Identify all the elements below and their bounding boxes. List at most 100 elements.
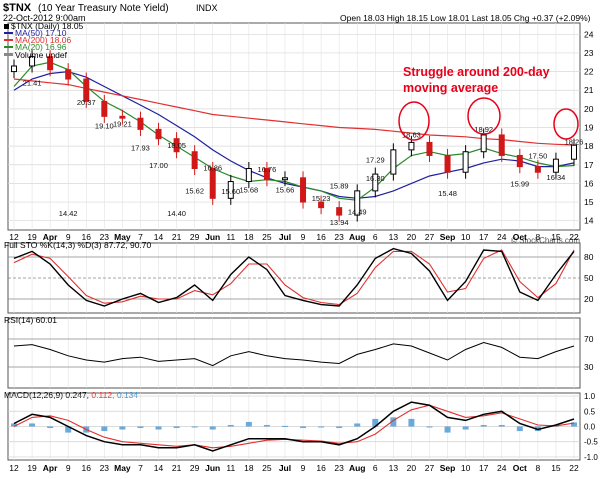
price-annotation: 15.68	[239, 185, 258, 194]
x-tick-label-top: Aug	[349, 232, 366, 242]
candle-body	[534, 166, 541, 173]
x-tick-label-top: 22	[569, 232, 579, 242]
x-tick-label-bottom: Aug	[349, 463, 366, 473]
macd-label-hist: 0.134	[117, 390, 139, 400]
x-tick-label-bottom: Jul	[279, 463, 291, 473]
macd-hist-bar	[516, 426, 523, 432]
macd-hist-bar	[426, 426, 433, 428]
candle-body	[65, 69, 72, 80]
candle-body	[11, 65, 17, 73]
x-tick-label-bottom: 23	[100, 463, 110, 473]
x-tick-label-top: 24	[497, 232, 507, 242]
candle-body	[29, 56, 36, 67]
x-tick-label-top: 16	[316, 232, 326, 242]
rsi-label: RSI(14) 60.01	[4, 315, 57, 325]
x-tick-label-top: 10	[461, 232, 471, 242]
header-symbol: $TNX	[3, 2, 32, 14]
sto-label: Full STO %K(14,3) %D(3) 87.72, 90.70	[4, 240, 152, 250]
price-axis: 24 23 22 21 20 19 18 17 16 15 14	[584, 29, 594, 225]
macd-hist-bar	[137, 426, 144, 429]
x-tick-label-top: 6	[373, 232, 378, 242]
macd-hist-bar	[571, 422, 577, 427]
candle-body	[552, 158, 559, 173]
macd-hist-bar	[444, 426, 451, 433]
macd-line	[13, 401, 575, 452]
header-quote: Open 18.03 High 18.15 Low 18.01 Last 18.…	[340, 13, 591, 23]
macd-hist-bar	[318, 426, 325, 428]
macd-label-prefix: MACD(12,26,9) 0.247,	[4, 390, 89, 400]
x-tick-label-bottom: 9	[66, 463, 71, 473]
macd-label: MACD(12,26,9) 0.247, 0.112, 0.134	[4, 390, 138, 400]
x-tick-label-top: 25	[262, 232, 272, 242]
x-tick-label-top: 27	[425, 232, 435, 242]
macd-hist-bar	[408, 418, 415, 427]
macd-hist-bar	[336, 426, 343, 429]
candle-body	[462, 151, 469, 173]
x-tick-label-bottom: 24	[497, 463, 507, 473]
price-annotation: 17.50	[528, 151, 547, 160]
x-tick-label-bottom: 29	[190, 463, 200, 473]
candle-body	[336, 207, 343, 216]
candle-body	[426, 141, 433, 156]
candle-body	[209, 168, 216, 199]
price-tick-label: 22	[584, 67, 594, 77]
macd-hist-bar	[173, 426, 180, 429]
x-tick-label-bottom: 21	[172, 463, 182, 473]
rsi-tick-label: 30	[584, 362, 594, 372]
candle-body	[516, 154, 523, 168]
price-annotation: 17.93	[131, 143, 150, 152]
price-tick-label: 18	[584, 141, 594, 151]
macd-hist-bar	[47, 426, 54, 429]
x-tick-label-bottom: 23	[334, 463, 344, 473]
price-tick-label: 14	[584, 216, 594, 226]
x-tick-label-top: 7	[138, 232, 143, 242]
price-tick-label: 21	[584, 85, 594, 95]
candle-body	[300, 177, 307, 203]
highlight-circle-aug	[398, 101, 430, 141]
x-tick-label-bottom: 14	[154, 463, 164, 473]
price-annotation: 19.10	[95, 122, 114, 131]
macd-hist-bar	[11, 423, 17, 427]
legend-ma20: MA(20) 16.96	[15, 42, 67, 52]
candle-body	[263, 168, 270, 181]
candle-body	[444, 154, 451, 173]
macd-hist-bar	[155, 426, 162, 430]
legend-main: $TNX (Daily) 18.05	[11, 21, 84, 31]
candle-body	[245, 168, 252, 183]
header-date: 22-Oct-2012 9:00am	[3, 13, 86, 23]
candle-body	[227, 181, 234, 199]
price-annotation: 15.89	[330, 181, 349, 190]
price-tick-label: 19	[584, 123, 594, 133]
macd-hist-bar	[191, 426, 198, 428]
x-tick-label-top: May	[114, 232, 131, 242]
price-annotation: 18.92	[474, 125, 493, 134]
x-axis-bottom: 12 19 Apr 9 16 23 May 7 14 21 29 Jun 11 18 25 Jul 9 16 23 A…	[9, 463, 579, 473]
header-exchange: INDX	[196, 3, 218, 13]
x-tick-label-bottom: 19	[27, 463, 37, 473]
macd-tick-label: -0.5	[584, 438, 598, 447]
candle-body	[83, 78, 90, 102]
header-name: (10 Year Treasury Note Yield)	[38, 3, 169, 14]
panel-frame	[7, 317, 581, 389]
x-tick-label-top: 11	[226, 232, 235, 242]
price-tick-label: 24	[584, 29, 594, 39]
price-legend: $TNX (Daily) 18.05 MA(50) 17.10 MA(200) …	[4, 21, 84, 60]
candle-body	[119, 115, 126, 119]
x-tick-label-top: 14	[154, 232, 164, 242]
macd-tick-label: 1.0	[584, 392, 596, 401]
macd-hist-bar	[354, 423, 361, 427]
x-tick-label-top: 23	[100, 232, 110, 242]
price-annotation: 19.21	[113, 120, 132, 129]
rsi-tick-label: 70	[584, 334, 594, 344]
x-tick-label-top: 15	[551, 232, 561, 242]
price-annotation: 17.29	[366, 155, 385, 164]
panel-frame	[7, 22, 581, 231]
x-tick-label-top: 9	[66, 232, 71, 242]
x-tick-label-bottom: 22	[569, 463, 579, 473]
x-tick-label-top: Sep	[440, 232, 456, 242]
price-tick-label: 17	[584, 160, 594, 170]
price-annotation: 15.23	[312, 194, 331, 203]
price-annotation: 15.66	[276, 186, 295, 195]
